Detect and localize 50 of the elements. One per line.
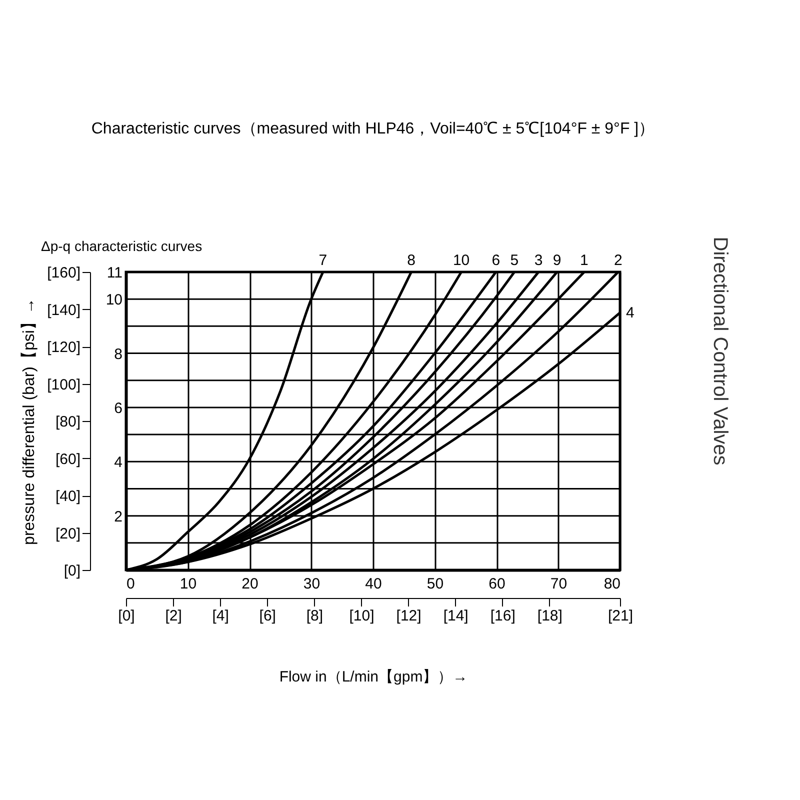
y2-tick-label: [20] (55, 525, 80, 542)
x-tick-label: 70 (550, 576, 568, 592)
y-tick-label: 4 (114, 454, 122, 472)
y2-tick-label: [40] (55, 488, 80, 505)
x2-tick-label: [12] (396, 608, 422, 624)
series-label: 5 (510, 252, 519, 269)
chart-subtitle: Δp-q characteristic curves (41, 238, 202, 254)
y2-tick-label: [120] (47, 339, 80, 356)
series-label: 10 (452, 252, 470, 269)
series-label: 1 (580, 252, 588, 269)
series-label: 4 (626, 304, 634, 322)
x2-tick-label: [21] (608, 608, 634, 624)
series-label: 2 (614, 252, 622, 269)
x-tick-label: 50 (426, 576, 444, 592)
y-tick-label: 2 (114, 508, 122, 526)
y-tick-label: 10 (106, 292, 122, 309)
x2-tick-label: [8] (306, 608, 324, 624)
series-label: 9 (552, 252, 562, 269)
series-label: 8 (407, 252, 416, 269)
x2-tick-label: [10] (349, 608, 374, 624)
x2-tick-label: [16] (490, 608, 516, 624)
y-tick-label: 8 (114, 346, 122, 363)
x-tick-label: 20 (242, 576, 258, 592)
x2-tick-label: [14] (443, 608, 468, 624)
y2-tick-label: [140] (47, 302, 80, 319)
x-axis-title: Flow in（L/min【gpm】）→ (279, 668, 468, 686)
x-tick-label: 40 (365, 576, 382, 592)
x-tick-label: 80 (604, 576, 620, 592)
chart-title: Characteristic curves（measured with HLP46，Voil=40℃ ± 5℃[104°F ± 9°F ]） (91, 120, 655, 138)
x-tick-label: 30 (303, 576, 320, 592)
series-label: 6 (492, 252, 500, 269)
y-tick-label: 11 (106, 264, 122, 282)
y2-tick-label: [100] (47, 376, 80, 394)
x2-tick-label: [18] (537, 608, 562, 624)
series-label: 7 (318, 252, 328, 269)
x2-tick-label: [4] (212, 608, 229, 624)
x2-tick-label: [6] (259, 608, 276, 624)
y-tick-label: 6 (114, 400, 122, 417)
x2-tick-label: [0] (118, 608, 135, 624)
x-tick-label: 0 (126, 576, 135, 592)
x-tick-label: 10 (180, 576, 197, 592)
series-label: 3 (534, 252, 543, 269)
y2-tick-label: [80] (55, 414, 80, 430)
x2-tick-label: [2] (165, 608, 182, 624)
y2-axis-title: pressure differential (bar)【psi】→ (20, 298, 38, 545)
y2-tick-label: [160] (47, 264, 80, 282)
text: Directional Control Valves (709, 236, 731, 466)
y2-tick-label: [0] (64, 562, 80, 580)
y2-tick-label: [60] (55, 450, 80, 468)
x-tick-label: 60 (488, 576, 506, 592)
